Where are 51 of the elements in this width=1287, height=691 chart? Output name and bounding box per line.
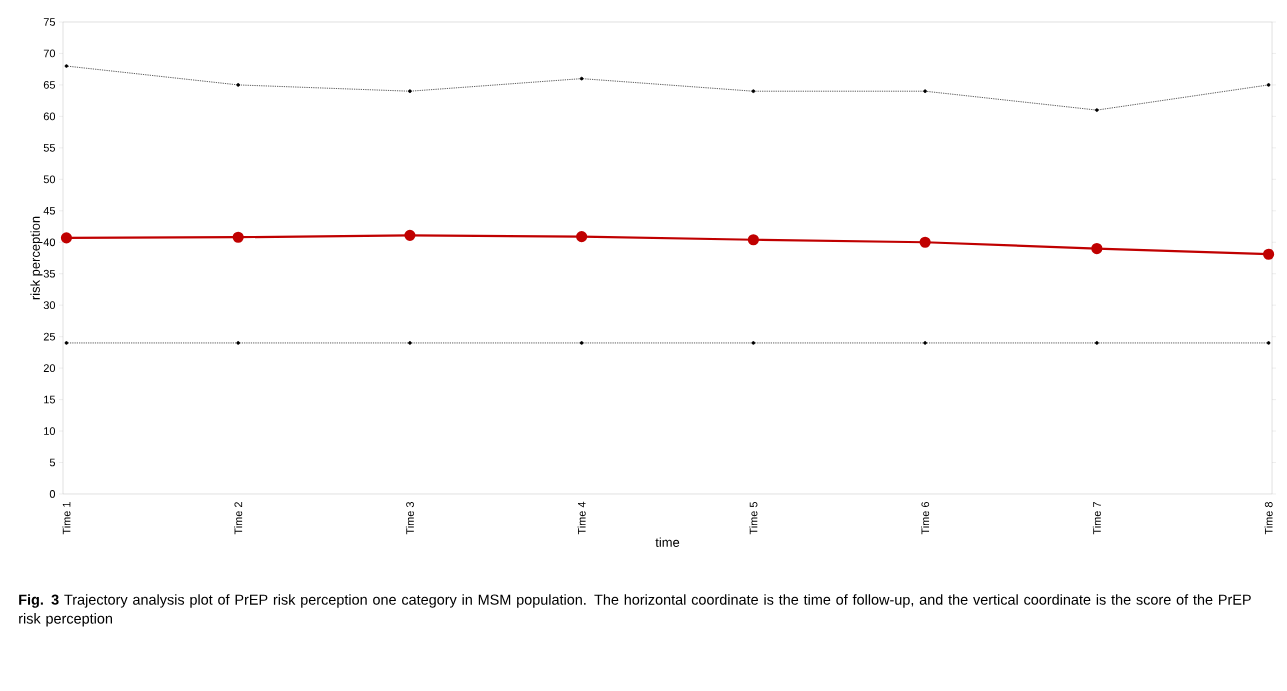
y-tick-label: 15 <box>44 395 56 404</box>
point <box>232 231 244 243</box>
text: Fig. 3 Trajectory analysis plot of PrEP risk perception one category in MSM population. The horizontal coordinate is the time of follow-up, and the vertical coordinate is the score of the PrEP risk perception <box>19 594 1251 627</box>
x-tick-label: Time 4 <box>577 501 586 535</box>
point <box>236 83 240 87</box>
x-tick-label: Time 6 <box>921 502 930 535</box>
point <box>236 341 240 345</box>
point <box>751 341 756 345</box>
y-tick-label: 40 <box>43 238 56 247</box>
y-tick-label: 70 <box>43 49 56 58</box>
point <box>408 341 412 345</box>
y-tick-label: 35 <box>43 269 56 278</box>
x-tick-label: Time 2 <box>234 502 243 535</box>
y-tick-label: 5 <box>49 458 56 467</box>
point <box>579 341 584 345</box>
x-axis-title: time <box>655 537 680 547</box>
y-tick-label: 60 <box>43 112 56 121</box>
x-tick-label: Time 8 <box>1264 502 1273 535</box>
point <box>64 341 69 345</box>
y-tick-label: 25 <box>43 332 56 341</box>
point <box>923 341 927 345</box>
point <box>1095 341 1099 345</box>
y-tick-label: 65 <box>43 81 56 89</box>
y-tick-label: 55 <box>43 144 56 152</box>
point <box>60 232 73 244</box>
point <box>408 89 412 94</box>
x-tick-label: Time 7 <box>1092 502 1101 535</box>
point <box>923 89 927 94</box>
y-tick-label: 0 <box>49 490 56 498</box>
y-tick-label: 20 <box>43 364 56 372</box>
y-tick-label: 10 <box>44 427 56 435</box>
y-tick-label: 30 <box>43 301 56 310</box>
y-tick-label: 75 <box>43 18 56 26</box>
point <box>576 231 588 243</box>
point <box>1266 341 1271 345</box>
point <box>1266 83 1271 87</box>
point <box>579 76 584 81</box>
point <box>64 64 69 68</box>
point <box>404 229 416 241</box>
x-tick-label: Time 3 <box>405 502 414 535</box>
y-tick-label: 50 <box>43 175 56 184</box>
x-tick-label: Time 1 <box>62 502 71 535</box>
point <box>747 234 759 246</box>
y-axis-title: risk perception <box>30 216 43 300</box>
y-tick-label: 45 <box>43 206 56 215</box>
x-tick-label: Time 5 <box>749 501 758 535</box>
point <box>751 89 756 94</box>
point <box>1263 248 1275 260</box>
point <box>919 236 931 248</box>
point <box>1095 108 1099 112</box>
point <box>1091 242 1103 255</box>
